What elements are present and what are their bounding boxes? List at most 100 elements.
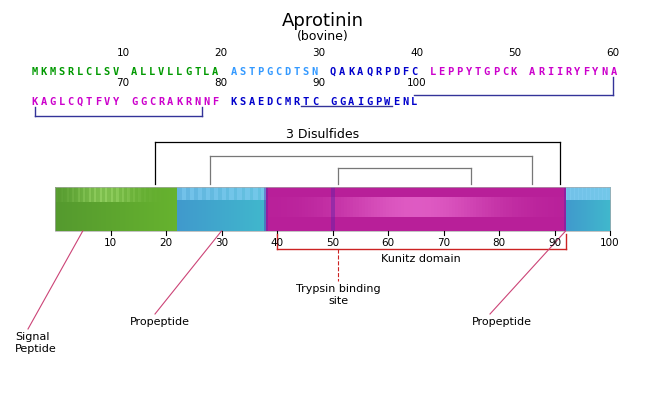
Bar [572,188,573,201]
Bar [440,197,443,217]
Text: Kunitz domain: Kunitz domain [381,254,461,263]
Bar [302,197,306,217]
Bar [59,188,60,203]
Bar [57,188,59,203]
Bar [592,188,593,231]
Bar [242,188,244,231]
Bar [215,188,216,231]
Bar [573,188,574,231]
Bar [506,197,509,217]
Bar [196,188,197,201]
Bar [433,188,437,231]
Bar [191,188,192,231]
Bar [302,188,306,231]
Bar [338,188,341,231]
Bar [338,197,341,217]
Bar [466,197,470,217]
Text: Y: Y [592,67,598,77]
Bar [508,188,512,231]
Bar [255,188,256,201]
Text: M: M [285,97,291,107]
Bar [329,188,332,231]
Bar [99,188,101,231]
Bar [137,188,138,231]
Text: F: F [95,97,101,107]
Bar [253,188,255,201]
Bar [132,188,134,203]
Bar [90,188,92,231]
Bar [600,188,601,231]
Bar [584,188,585,231]
Bar [228,188,229,201]
Bar [56,188,58,231]
Bar [594,188,596,231]
Bar [586,188,587,231]
Bar [166,188,168,231]
Bar [133,188,135,203]
Bar [172,188,174,203]
Bar [605,188,606,201]
Bar [111,188,113,203]
Bar [104,188,105,231]
Bar [143,188,145,203]
Bar [458,197,461,217]
Bar [71,188,72,203]
Bar [129,188,130,231]
Text: W: W [384,97,390,107]
Bar [461,197,464,217]
Text: Signal
Peptide: Signal Peptide [15,331,57,353]
Bar [499,197,503,217]
Bar [202,188,203,201]
Bar [596,188,597,231]
Bar [137,188,138,203]
Bar [293,188,297,231]
Bar [262,188,264,231]
Text: 3 Disulfides: 3 Disulfides [286,128,360,141]
Bar [96,188,97,203]
Bar [77,188,79,203]
Bar [554,188,557,231]
Bar [275,197,278,217]
Bar [539,197,542,217]
Bar [530,197,533,217]
Bar [587,188,589,201]
Bar [231,188,233,231]
Bar [597,188,598,231]
Bar [55,188,57,203]
Bar [597,188,598,201]
Text: Propeptide: Propeptide [472,316,532,326]
Text: L: L [95,67,101,77]
Bar [422,188,425,231]
Bar [130,188,132,203]
Bar [162,188,164,203]
Bar [347,188,350,231]
Bar [162,188,164,231]
Bar [232,188,234,231]
Bar [566,188,567,201]
Text: R: R [565,67,571,77]
Bar [243,188,244,201]
Bar [548,197,551,217]
Bar [341,188,344,231]
Text: Y: Y [113,97,119,107]
Bar [594,188,595,231]
Text: 50: 50 [508,48,522,58]
Bar [446,197,449,217]
Bar [443,188,446,231]
Bar [275,188,278,231]
Bar [66,188,68,231]
Bar [207,188,209,231]
Bar [225,188,227,231]
Bar [215,188,216,201]
Bar [259,188,260,201]
Text: N: N [194,97,200,107]
Bar [89,188,91,231]
Bar [207,188,209,201]
Bar [508,197,512,217]
Bar [356,197,359,217]
Bar [572,188,573,201]
Bar [458,188,461,231]
Bar [488,188,491,231]
Bar [281,188,284,231]
Bar [222,188,223,201]
